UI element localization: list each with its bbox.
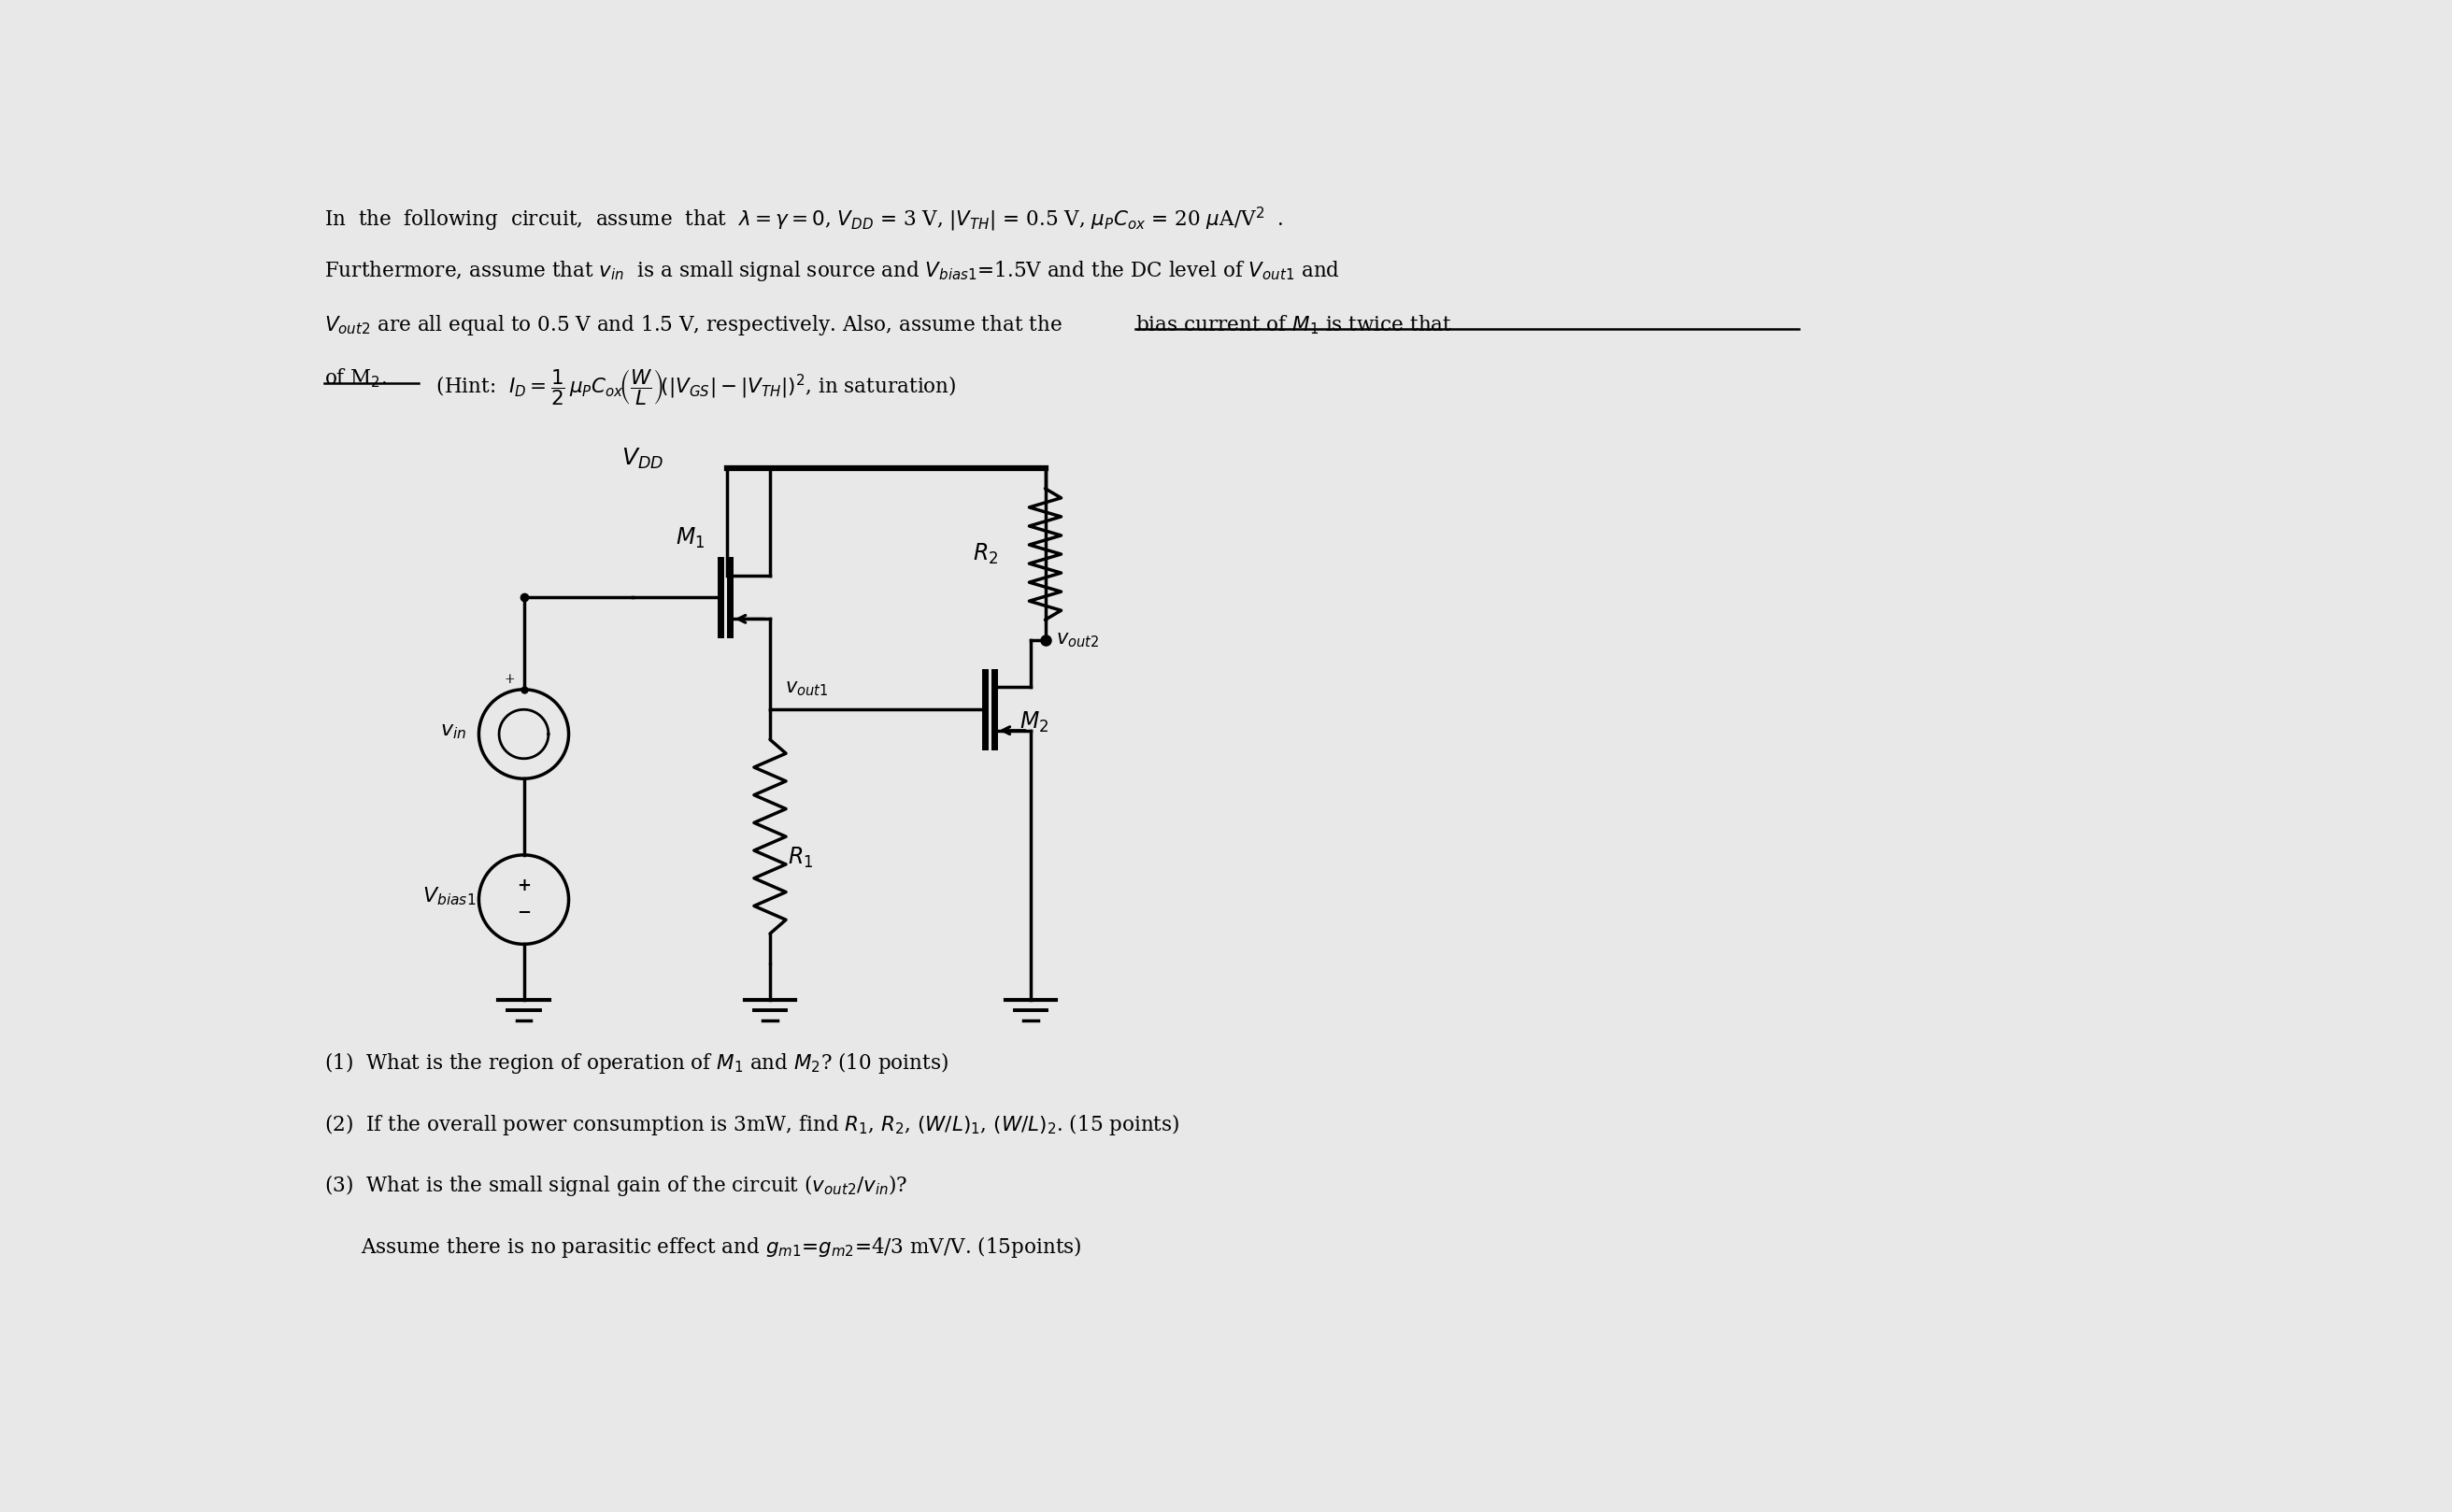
Text: (Hint:  $I_D = \dfrac{1}{2}\,\mu_P C_{ox}\!\left(\dfrac{W}{L}\right)\!(|V_{GS}| : (Hint: $I_D = \dfrac{1}{2}\,\mu_P C_{ox}… [429,367,956,407]
Text: (1)  What is the region of operation of $M_1$ and $M_2$? (10 points): (1) What is the region of operation of $… [324,1051,949,1077]
Text: −: − [517,904,530,921]
Text: of M$_2$.: of M$_2$. [324,367,387,390]
Text: (2)  If the overall power consumption is 3mW, find $R_1$, $R_2$, $(W/L)_1$, $(W/: (2) If the overall power consumption is … [324,1111,1179,1137]
Text: $v_{in}$: $v_{in}$ [441,720,466,741]
Text: +: + [505,673,515,686]
Text: Furthermore, assume that $v_{in}$  is a small signal source and $V_{bias1}$=1.5V: Furthermore, assume that $v_{in}$ is a s… [324,259,1341,283]
Text: $M_1$: $M_1$ [677,526,706,550]
Text: $R_2$: $R_2$ [973,541,998,567]
Text: Assume there is no parasitic effect and $g_{m1}$=$g_{m2}$=4/3 mV/V. (15points): Assume there is no parasitic effect and … [360,1234,1081,1259]
Text: $V_{out2}$ are all equal to 0.5 V and 1.5 V, respectively. Also, assume that the: $V_{out2}$ are all equal to 0.5 V and 1.… [324,313,1064,337]
Text: $R_1$: $R_1$ [787,845,814,871]
Text: $V_{DD}$: $V_{DD}$ [620,448,664,472]
Text: $v_{out2}$: $v_{out2}$ [1057,632,1098,650]
Text: $v_{out1}$: $v_{out1}$ [785,680,829,699]
Text: In  the  following  circuit,  assume  that  $\lambda = \gamma = 0$, $V_{DD}$ = 3: In the following circuit, assume that $\… [324,206,1285,233]
Text: +: + [517,878,530,895]
Text: $V_{bias1}$: $V_{bias1}$ [422,885,476,907]
Text: (3)  What is the small signal gain of the circuit ($v_{out2}/v_{in}$)?: (3) What is the small signal gain of the… [324,1173,907,1198]
Text: bias current of $M_1$ is twice that: bias current of $M_1$ is twice that [1135,313,1452,336]
Text: $M_2$: $M_2$ [1020,709,1049,733]
